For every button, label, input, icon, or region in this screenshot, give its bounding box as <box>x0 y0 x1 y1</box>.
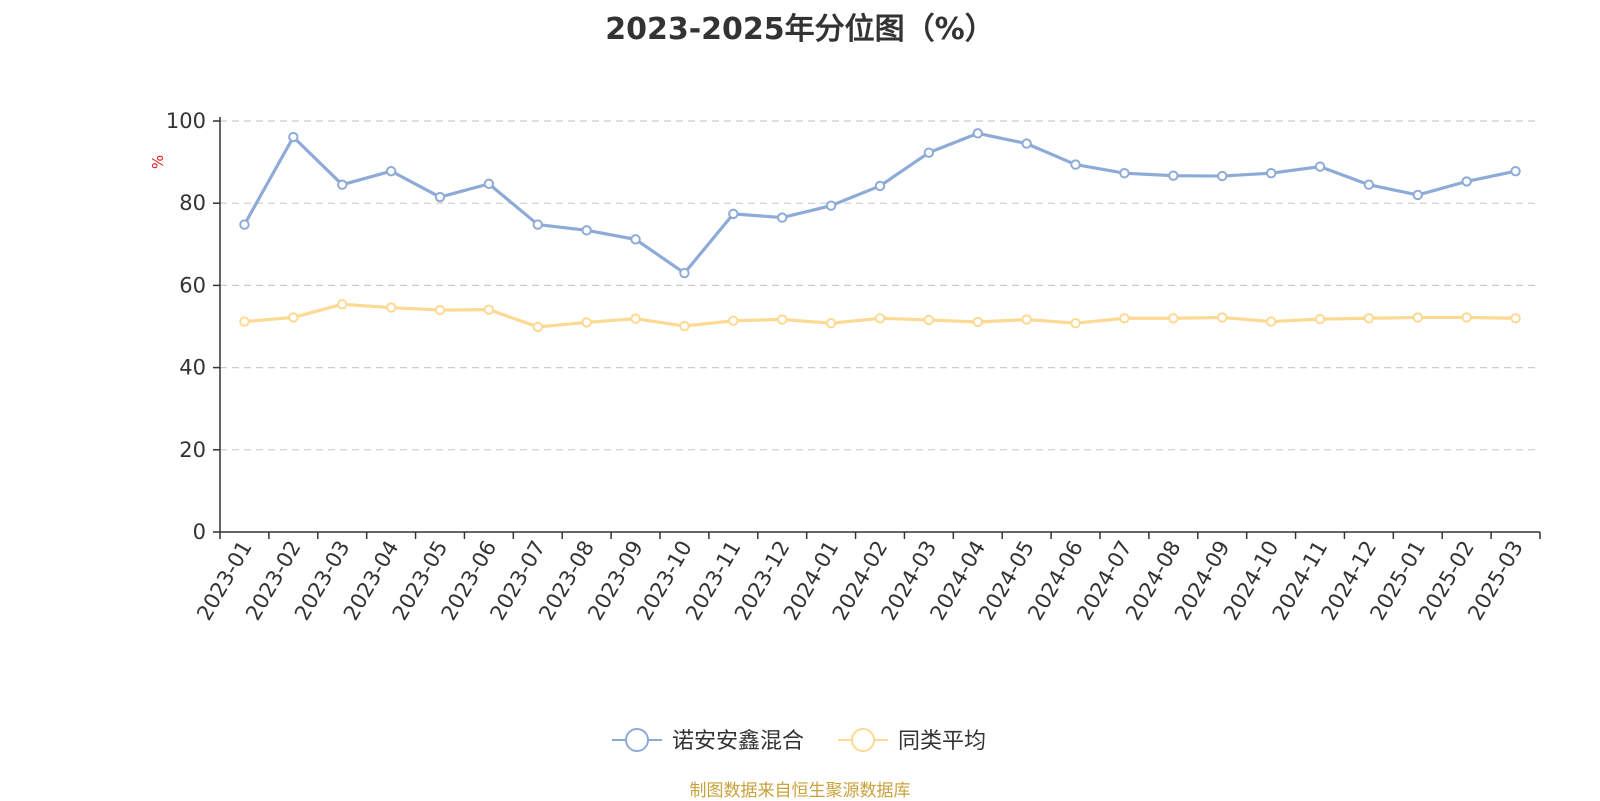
y-tick-label-60: 60 <box>179 273 206 297</box>
point-1-2023-06 <box>483 304 495 315</box>
point-0-2024-07 <box>1119 167 1130 179</box>
point-1-2024-09 <box>1217 312 1228 323</box>
y-tick-label-80: 80 <box>179 191 206 215</box>
point-1-2023-05 <box>434 304 446 316</box>
point-1-2023-11 <box>728 315 739 326</box>
series-lines <box>239 128 1521 333</box>
point-1-2024-11 <box>1314 313 1326 325</box>
point-0-2024-09 <box>1217 170 1228 182</box>
point-1-2023-03 <box>337 299 348 310</box>
point-1-2024-05 <box>1021 314 1032 325</box>
chart-title: 2023-2025年分位图（%） <box>605 12 995 47</box>
point-1-2023-09 <box>630 313 641 324</box>
source-note: 制图数据来自恒生聚源数据库 <box>689 781 911 801</box>
point-0-2023-10 <box>679 267 690 279</box>
point-1-2024-03 <box>923 314 935 326</box>
point-0-2024-12 <box>1363 179 1375 190</box>
point-1-2024-02 <box>874 313 886 324</box>
point-0-2025-01 <box>1412 189 1423 201</box>
point-1-2023-04 <box>385 302 397 313</box>
point-0-2024-06 <box>1070 159 1081 170</box>
point-0-2024-02 <box>874 180 886 192</box>
y-tick-label-0: 0 <box>193 520 206 544</box>
point-1-2023-10 <box>679 320 690 332</box>
point-0-2024-01 <box>825 200 837 211</box>
point-1-2025-01 <box>1412 312 1423 323</box>
point-0-2023-08 <box>581 225 592 236</box>
point-0-2023-05 <box>434 191 446 203</box>
legend-label-1: 同类平均 <box>898 729 986 754</box>
point-0-2025-03 <box>1510 165 1521 177</box>
legend-label-0: 诺安安鑫混合 <box>672 729 804 754</box>
y-axis-title: % <box>149 155 167 169</box>
point-0-2023-02 <box>288 131 299 143</box>
point-1-2023-12 <box>777 314 788 325</box>
axes: 020406080100%2023-012023-022023-032023-0… <box>149 109 1541 624</box>
y-tick-label-40: 40 <box>179 356 206 380</box>
point-1-2023-08 <box>581 317 592 328</box>
point-1-2024-01 <box>825 318 837 329</box>
point-1-2023-07 <box>532 321 543 333</box>
point-1-2023-01 <box>239 316 250 327</box>
y-tick-label-100: 100 <box>166 109 206 133</box>
point-1-2025-02 <box>1461 312 1472 323</box>
point-0-2023-03 <box>337 179 348 190</box>
point-0-2023-06 <box>483 178 495 190</box>
point-0-2024-08 <box>1168 170 1179 181</box>
point-0-2023-01 <box>239 219 250 230</box>
point-1-2024-04 <box>972 316 983 328</box>
point-1-2023-02 <box>288 312 299 323</box>
legend-marker-1 <box>851 728 875 752</box>
point-0-2023-07 <box>532 219 543 230</box>
point-1-2024-08 <box>1168 313 1179 324</box>
point-1-2024-06 <box>1070 318 1081 329</box>
point-0-2024-05 <box>1021 138 1032 149</box>
point-1-2024-07 <box>1119 313 1130 324</box>
point-1-2024-12 <box>1363 313 1375 324</box>
point-0-2023-04 <box>385 165 397 177</box>
point-0-2024-03 <box>923 147 935 158</box>
point-0-2023-11 <box>728 208 739 220</box>
legend[interactable]: 诺安安鑫混合 同类平均 <box>612 728 986 754</box>
point-0-2024-11 <box>1314 161 1326 172</box>
y-tick-label-20: 20 <box>179 438 206 462</box>
point-0-2023-09 <box>630 234 641 245</box>
point-0-2023-12 <box>777 212 788 223</box>
legend-marker-0 <box>625 728 649 752</box>
point-1-2025-03 <box>1510 313 1521 324</box>
point-0-2024-10 <box>1265 167 1277 179</box>
point-0-2024-04 <box>972 128 983 139</box>
point-1-2024-10 <box>1265 316 1277 327</box>
grid-lines <box>220 120 1540 451</box>
point-0-2025-02 <box>1461 176 1472 187</box>
